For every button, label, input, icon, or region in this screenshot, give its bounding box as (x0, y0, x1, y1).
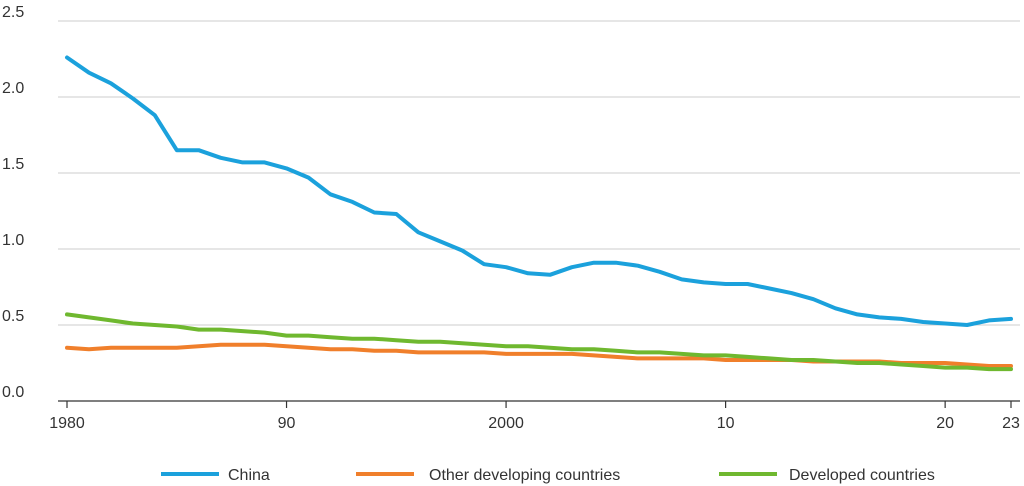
x-tick-label: 1980 (49, 415, 85, 432)
x-tick-label: 90 (278, 415, 296, 432)
y-tick-label: 2.0 (2, 80, 24, 97)
y-tick-label: 1.5 (2, 156, 24, 173)
legend-label-developed-countries: Developed countries (789, 467, 935, 484)
y-tick-label: 0.5 (2, 308, 24, 325)
y-tick-label: 2.5 (2, 4, 24, 21)
gridlines (58, 20, 1020, 326)
axes: 0.0 0.5 1.0 1.5 2.0 2.5 1980 90 2000 10 20 23 (2, 4, 1020, 432)
series-line-china (65, 55, 1013, 327)
x-tick-label: 2000 (488, 415, 524, 432)
y-tick-label: 0.0 (2, 384, 24, 401)
series-line-developed-countries (65, 312, 1013, 372)
series-lines (65, 55, 1013, 372)
x-tick-label: 20 (936, 415, 954, 432)
legend: China Other developing countries Developed… (161, 467, 935, 484)
legend-label-other-developing-countries: Other developing countries (429, 467, 620, 484)
x-tick-label: 10 (717, 415, 735, 432)
legend-label-china: China (228, 467, 270, 484)
x-tick-label: 23 (1002, 415, 1020, 432)
y-tick-label: 1.0 (2, 232, 24, 249)
